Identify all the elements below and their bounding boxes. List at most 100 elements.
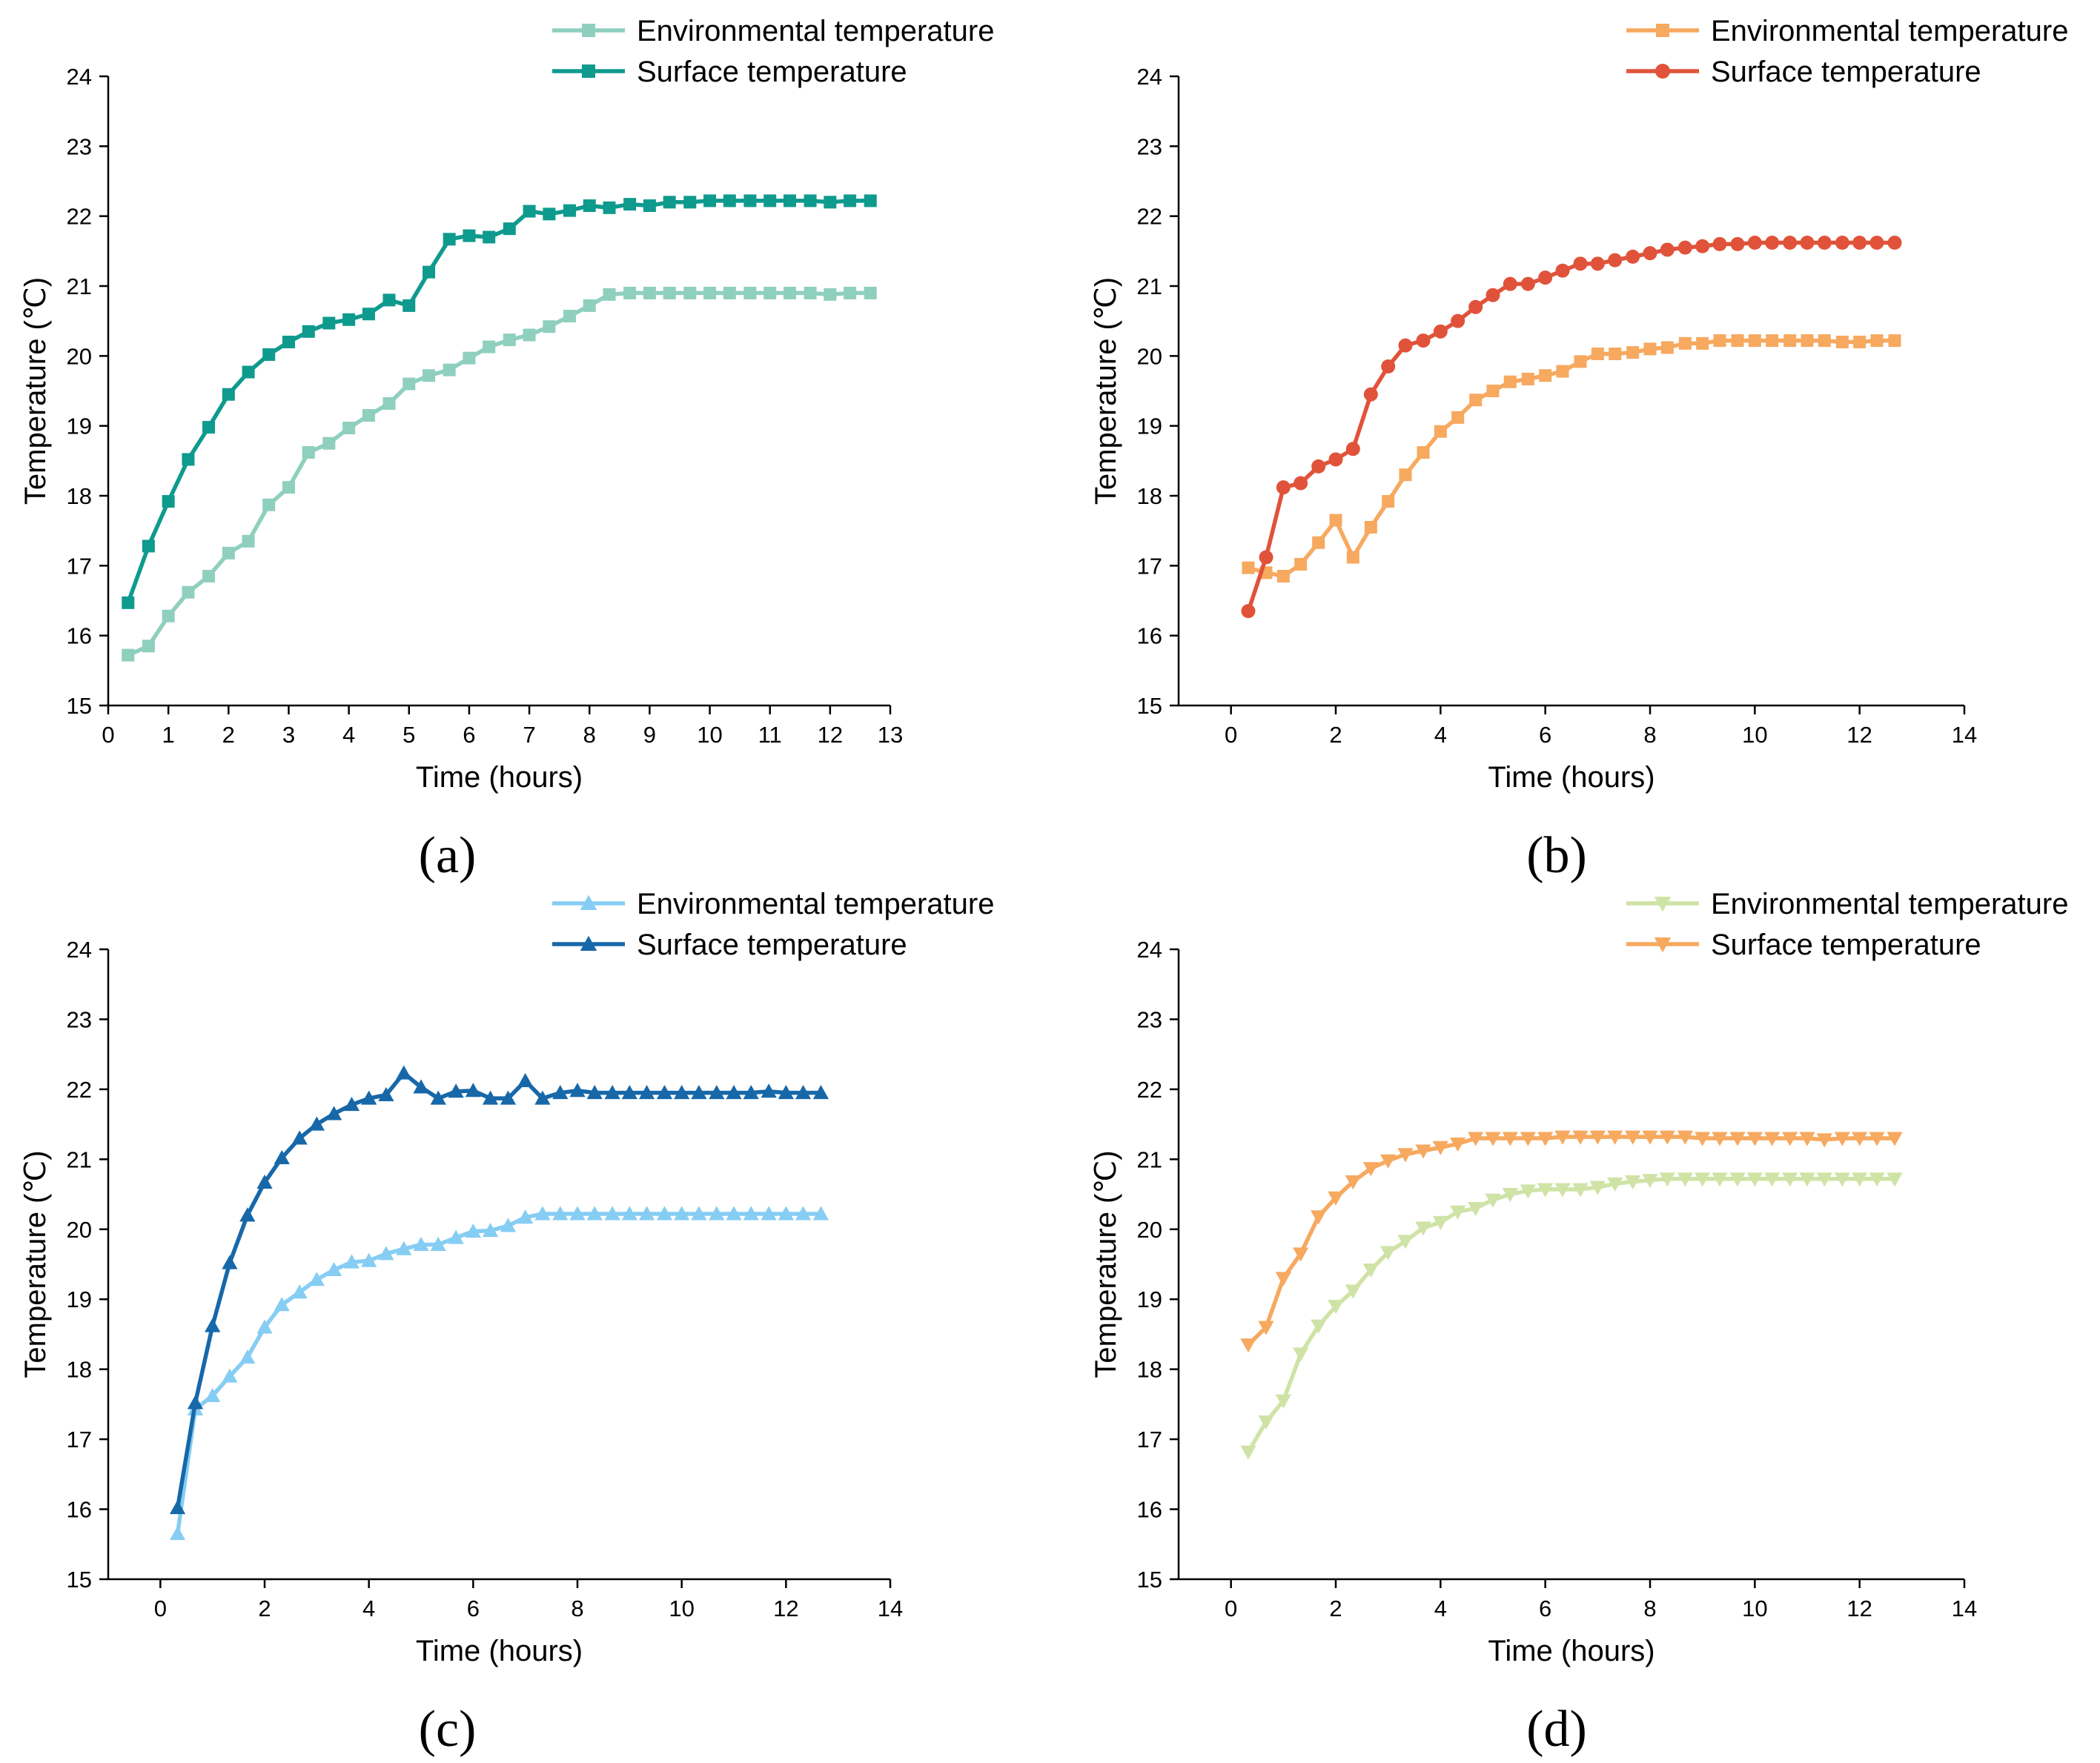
data-point [764,286,777,299]
y-tick-label: 17 [67,1427,92,1452]
y-axis-title: Temperature (℃) [1090,1150,1122,1378]
data-point [1818,334,1831,348]
y-tick-label: 22 [1137,204,1162,230]
y-tick-label: 23 [67,1006,92,1032]
data-point [643,199,656,213]
data-point [1554,1183,1571,1198]
data-point [308,1272,325,1286]
data-point [1748,334,1761,348]
data-point [1834,1172,1850,1187]
data-point [1660,242,1675,257]
data-point [1746,1172,1763,1187]
data-point [202,569,216,582]
data-point [291,1284,308,1299]
data-point [1852,1132,1868,1146]
x-axis-title: Time (hours) [416,1635,583,1667]
data-point [1712,1132,1728,1146]
data-point [1399,468,1412,482]
data-point [1362,1264,1379,1278]
data-point [1485,1132,1501,1146]
data-point [586,1084,603,1100]
y-tick-label: 22 [1137,1077,1162,1103]
data-point [274,1297,290,1312]
data-point [361,1252,377,1267]
data-point [563,204,576,217]
data-point [1450,1138,1466,1152]
data-point [403,299,416,312]
data-point [1537,1132,1554,1146]
data-point [1817,236,1832,250]
data-point [1816,1172,1832,1187]
data-point [1520,276,1535,291]
series-environmental [122,286,877,662]
data-point [1415,1221,1431,1236]
data-point [743,194,757,207]
data-point [643,286,656,299]
data-point [1485,1193,1501,1208]
x-tick-label: 5 [403,722,415,748]
data-point [726,1084,742,1100]
data-point [382,396,396,410]
x-tick-label: 14 [1952,1596,1977,1621]
data-point [1382,495,1395,508]
data-point [656,1084,673,1100]
data-point [1695,1172,1711,1187]
data-point [1799,1132,1815,1146]
legend-entry-label: Environmental temperature [1711,888,2068,920]
data-point [621,1206,637,1221]
data-point [1258,1415,1274,1430]
data-point [1311,1210,1327,1225]
y-tick-label: 15 [1137,1567,1162,1593]
data-point [122,648,135,662]
y-tick-label: 24 [67,64,92,90]
data-point [1729,1172,1746,1187]
data-point [1835,335,1849,348]
data-point [1345,442,1360,456]
data-point [1503,375,1517,388]
data-point [503,333,516,347]
x-tick-label: 12 [818,722,843,748]
y-tick-label: 16 [67,623,92,649]
data-point [1608,253,1623,268]
data-point [1451,411,1465,424]
data-point [1764,1132,1781,1146]
data-point [1468,1132,1484,1146]
legend-marker [1654,897,1672,912]
x-tick-label: 4 [342,722,355,748]
series-surface [122,194,877,609]
data-point [864,194,877,207]
data-point [142,640,155,653]
data-point [1800,236,1815,250]
data-point [523,205,536,218]
data-point [1328,1191,1344,1206]
data-point [503,222,516,236]
data-point [1311,1319,1327,1334]
data-point [764,194,777,207]
legend-entry-label: Surface temperature [1711,929,1981,961]
data-point [824,288,837,301]
data-point [543,207,556,221]
data-point [1502,1132,1518,1146]
data-point [1485,288,1500,302]
data-point [1502,1188,1518,1203]
data-point [1870,334,1884,348]
data-point [1783,236,1798,250]
x-tick-label: 8 [583,722,596,748]
data-point [1695,1132,1711,1146]
data-point [1572,1130,1589,1145]
data-point [603,288,616,301]
y-tick-label: 23 [67,133,92,159]
y-tick-label: 17 [67,553,92,579]
y-tick-label: 24 [67,937,92,963]
panel-label: (d) [1526,1701,1587,1758]
data-point [1643,246,1657,261]
data-point [795,1206,812,1221]
data-point [1869,1132,1885,1146]
x-tick-label: 0 [154,1596,167,1621]
data-point [1643,342,1657,356]
data-point [169,1525,186,1541]
x-tick-label: 2 [222,722,235,748]
data-point [1503,276,1517,291]
data-point [378,1086,394,1101]
